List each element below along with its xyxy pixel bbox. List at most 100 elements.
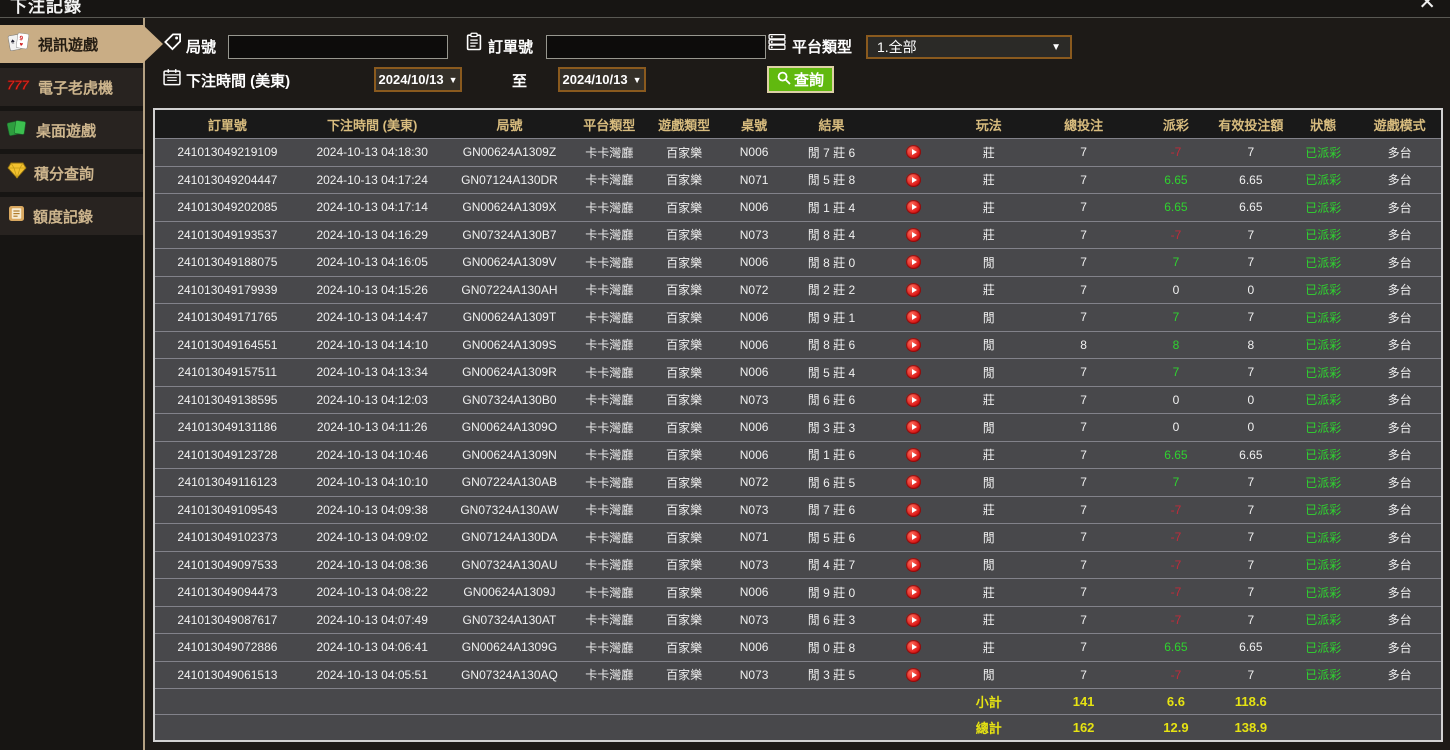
replay-play-icon[interactable] xyxy=(906,420,922,435)
cell-mode: 多台 xyxy=(1387,420,1412,435)
table-row: 241013049157511 2024-10-13 04:13:34 GN0062… xyxy=(155,358,1441,386)
replay-play-icon[interactable] xyxy=(906,585,922,600)
sidebar-item-label: 額度記錄 xyxy=(33,208,94,226)
search-button[interactable]: 查詢 xyxy=(767,66,835,93)
cell-time: 2024-10-13 04:15:26 xyxy=(316,282,428,297)
cell-status: 已派彩 xyxy=(1305,668,1342,683)
sidebar-item-video-games[interactable]: ♠ 9 ♥ 視訊遊戲 xyxy=(0,25,163,63)
cell-replay xyxy=(879,475,949,490)
cell-mode: 多台 xyxy=(1387,585,1412,600)
replay-play-icon[interactable] xyxy=(906,640,922,655)
cell-time: 2024-10-13 04:12:03 xyxy=(316,392,428,407)
cell-result: 閒 8 莊 6 xyxy=(807,338,856,353)
cell-time: 2024-10-13 04:17:24 xyxy=(316,172,428,187)
platform-select[interactable]: 1.全部 ▼ xyxy=(866,35,1072,59)
sidebar-item-table-games[interactable]: 桌面遊戲 xyxy=(0,111,143,149)
cell-valid: 7 xyxy=(1247,667,1255,682)
replay-play-icon[interactable] xyxy=(906,172,922,187)
cell-order: 241013049202085 xyxy=(177,200,278,215)
cell-status: 已派彩 xyxy=(1305,255,1342,270)
cell-round: GN07324A130AT xyxy=(462,612,557,627)
cell-bet: 莊 xyxy=(982,393,995,408)
replay-play-icon[interactable] xyxy=(906,337,922,352)
cell-round: GN00624A1309G xyxy=(461,640,558,655)
replay-play-icon[interactable] xyxy=(906,365,922,380)
column-header: 結果 xyxy=(818,117,845,133)
cell-payout: 6.65 xyxy=(1164,172,1188,187)
table-row: 241013049204447 2024-10-13 04:17:24 GN0712… xyxy=(155,165,1441,194)
play-triangle xyxy=(911,341,917,348)
sidebar-item-credit[interactable]: 額度記錄 xyxy=(0,197,143,235)
close-icon[interactable]: ✕ xyxy=(1418,0,1436,14)
page-title: 下注記錄 xyxy=(10,0,82,16)
cell-platform: 卡卡灣廳 xyxy=(585,338,634,353)
cell-round: GN07324A130B7 xyxy=(462,227,557,242)
cell-replay xyxy=(879,447,949,462)
replay-play-icon[interactable] xyxy=(906,255,922,270)
cell-platform: 卡卡灣廳 xyxy=(585,530,634,545)
cell-order: 241013049179939 xyxy=(177,282,278,297)
cell-status: 已派彩 xyxy=(1305,338,1342,353)
cell-round: GN00624A1309O xyxy=(461,420,558,435)
cell-valid: 7 xyxy=(1247,365,1255,380)
replay-play-icon[interactable] xyxy=(906,557,922,572)
calendar-icon xyxy=(163,68,181,91)
cell-replay xyxy=(879,200,949,215)
cell-valid: 7 xyxy=(1247,612,1255,627)
cell-mode: 多台 xyxy=(1387,393,1412,408)
cell-replay xyxy=(879,255,949,270)
replay-play-icon[interactable] xyxy=(906,310,922,325)
cell-total: 7 xyxy=(1080,667,1087,682)
cell-result: 閒 3 莊 3 xyxy=(807,420,856,435)
cell-order: 241013049097533 xyxy=(177,557,278,572)
cell-status: 已派彩 xyxy=(1305,283,1342,298)
sidebar-item-slots[interactable]: 777 電子老虎機 xyxy=(0,68,143,106)
replay-play-icon[interactable] xyxy=(906,145,922,160)
cell-payout: -7 xyxy=(1170,145,1182,160)
cell-time: 2024-10-13 04:18:30 xyxy=(316,145,428,160)
cell-order: 241013049116123 xyxy=(177,475,277,490)
replay-play-icon[interactable] xyxy=(906,667,922,682)
platform-filter-label: 平台類型 xyxy=(792,39,853,56)
cell-platform: 卡卡灣廳 xyxy=(585,613,634,628)
cell-table_no: N006 xyxy=(739,200,769,215)
cell-bet: 莊 xyxy=(982,448,995,463)
replay-play-icon[interactable] xyxy=(906,530,922,545)
cell-table_no: N006 xyxy=(739,420,769,435)
cell-platform: 卡卡灣廳 xyxy=(585,640,634,655)
cell-payout: -7 xyxy=(1170,585,1182,600)
cell-bet: 閒 xyxy=(982,365,995,380)
table-row: 241013049097533 2024-10-13 04:08:36 GN0732… xyxy=(155,550,1441,579)
column-header: 訂單號 xyxy=(207,117,247,133)
replay-play-icon[interactable] xyxy=(906,282,922,297)
cell-table_no: N006 xyxy=(739,145,769,160)
date-from-picker[interactable]: 2024/10/13 ▼ xyxy=(374,67,462,92)
replay-play-icon[interactable] xyxy=(906,475,922,490)
cell-table_no: N006 xyxy=(739,447,769,462)
round-input[interactable] xyxy=(228,35,448,59)
table-row: 241013049116123 2024-10-13 04:10:10 GN0722… xyxy=(155,468,1441,496)
cell-payout: -7 xyxy=(1170,612,1182,627)
order-input[interactable] xyxy=(546,35,766,59)
replay-play-icon[interactable] xyxy=(906,612,922,627)
cell-bet: 莊 xyxy=(982,283,995,298)
sidebar-item-points[interactable]: 積分查詢 xyxy=(0,154,143,192)
cell-mode: 多台 xyxy=(1387,530,1412,545)
replay-play-icon[interactable] xyxy=(906,227,922,242)
replay-play-icon[interactable] xyxy=(906,447,922,462)
cell-table_no: N006 xyxy=(739,255,769,270)
cell-valid: 7 xyxy=(1247,585,1255,600)
cell-status: 已派彩 xyxy=(1305,613,1342,628)
replay-play-icon[interactable] xyxy=(906,392,922,407)
replay-play-icon[interactable] xyxy=(906,200,922,215)
play-triangle xyxy=(911,286,917,293)
cell-game: 百家樂 xyxy=(666,393,703,408)
cell-game: 百家樂 xyxy=(666,228,703,243)
search-button-label: 查詢 xyxy=(794,72,825,89)
cell-payout: 7 xyxy=(1172,310,1180,325)
cell-platform: 卡卡灣廳 xyxy=(585,585,634,600)
date-to-picker[interactable]: 2024/10/13 ▼ xyxy=(558,67,646,92)
replay-play-icon[interactable] xyxy=(906,502,922,517)
cell-game: 百家樂 xyxy=(666,145,703,160)
table-row: 241013049131186 2024-10-13 04:11:26 GN0062… xyxy=(155,413,1441,441)
